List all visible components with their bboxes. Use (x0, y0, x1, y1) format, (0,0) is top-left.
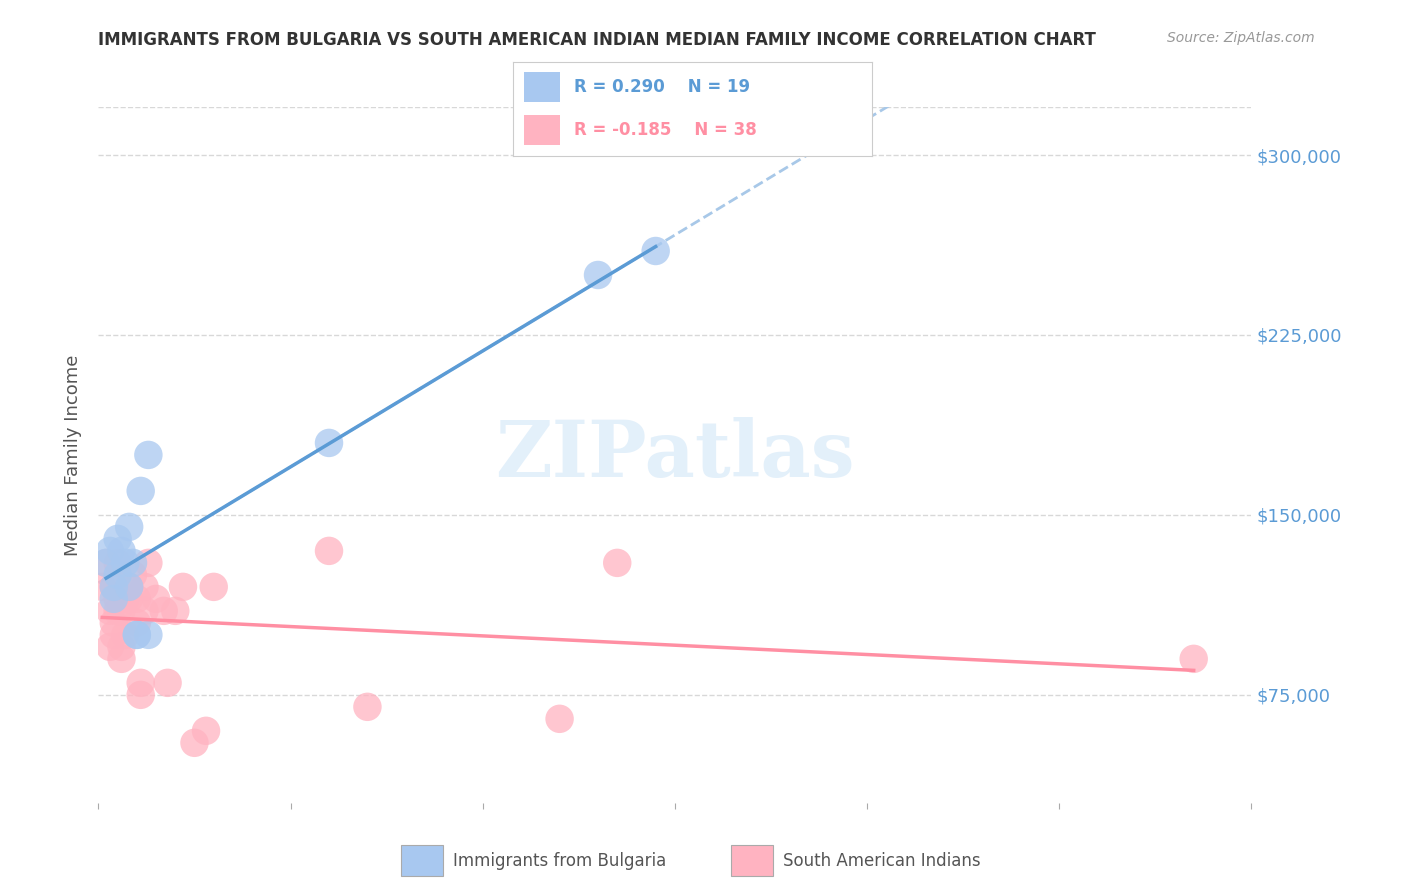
Point (644, 244, 666, 258)
Point (122, 567, 145, 582)
Point (103, 580, 125, 594)
Point (125, 628, 148, 642)
Text: 30.0%: 30.0% (1195, 841, 1251, 859)
Point (152, 604, 174, 618)
Point (195, 723, 218, 738)
Point (94, 556, 117, 570)
Point (134, 604, 156, 618)
Text: R = -0.185    N = 38: R = -0.185 N = 38 (574, 121, 756, 139)
Point (114, 591, 136, 606)
Text: Immigrants from Bulgaria: Immigrants from Bulgaria (453, 852, 666, 870)
Point (98, 640, 121, 654)
Bar (401, 846, 443, 876)
Text: R = 0.290    N = 19: R = 0.290 N = 19 (574, 78, 751, 95)
Point (107, 567, 129, 582)
Point (1182, 652, 1205, 666)
Point (103, 580, 125, 594)
Point (125, 591, 148, 606)
Point (110, 604, 132, 618)
Point (134, 580, 156, 594)
Point (318, 544, 340, 558)
Point (103, 615, 125, 630)
Point (114, 556, 136, 570)
Point (548, 712, 571, 726)
Point (98, 544, 121, 558)
Bar (524, 115, 560, 145)
Text: IMMIGRANTS FROM BULGARIA VS SOUTH AMERICAN INDIAN MEDIAN FAMILY INCOME CORRELATI: IMMIGRANTS FROM BULGARIA VS SOUTH AMERIC… (98, 31, 1097, 49)
Point (129, 688, 152, 702)
Point (125, 615, 148, 630)
Point (183, 736, 205, 750)
Point (103, 628, 125, 642)
Point (172, 580, 194, 594)
Point (586, 268, 609, 282)
Point (145, 591, 167, 606)
Point (107, 591, 129, 606)
Bar (524, 72, 560, 102)
Point (94, 556, 117, 570)
Point (118, 520, 141, 534)
Point (156, 676, 179, 690)
Point (118, 591, 141, 606)
Point (114, 628, 136, 642)
Point (356, 699, 378, 714)
Point (110, 544, 132, 558)
Point (138, 628, 160, 642)
Point (125, 628, 148, 642)
Text: ZIPatlas: ZIPatlas (495, 417, 855, 493)
Point (98, 604, 121, 618)
Text: 0.0%: 0.0% (98, 841, 143, 859)
Point (606, 556, 628, 570)
Point (103, 591, 125, 606)
Point (118, 580, 141, 594)
Point (202, 580, 225, 594)
Point (107, 532, 129, 546)
Point (91, 580, 114, 594)
Bar (731, 846, 773, 876)
Point (110, 652, 132, 666)
Point (138, 556, 160, 570)
Point (318, 436, 340, 450)
Y-axis label: Median Family Income: Median Family Income (65, 354, 83, 556)
Text: South American Indians: South American Indians (783, 852, 981, 870)
Point (107, 604, 129, 618)
Point (129, 483, 152, 498)
Point (107, 556, 129, 570)
Point (110, 640, 132, 654)
Point (122, 556, 145, 570)
Point (129, 676, 152, 690)
Point (138, 448, 160, 462)
Point (118, 580, 141, 594)
Point (165, 604, 187, 618)
Text: Source: ZipAtlas.com: Source: ZipAtlas.com (1167, 31, 1315, 45)
